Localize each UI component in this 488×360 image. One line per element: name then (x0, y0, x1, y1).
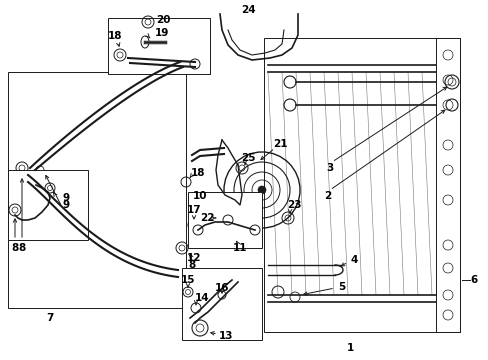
Bar (435, 38, 459, 332)
Text: 6: 6 (469, 275, 477, 285)
Text: 11: 11 (232, 243, 247, 253)
Text: 24: 24 (240, 5, 255, 15)
Text: 12: 12 (186, 253, 201, 263)
Text: 8: 8 (188, 260, 195, 270)
Bar (264, 38, 459, 332)
Bar (8, 170, 88, 240)
Text: 2: 2 (324, 191, 331, 201)
Text: 25: 25 (240, 153, 255, 163)
Text: 14: 14 (194, 293, 209, 303)
Text: 9: 9 (62, 200, 69, 210)
Text: 19: 19 (155, 28, 169, 38)
Text: 18: 18 (190, 168, 205, 178)
Bar (187, 192, 262, 248)
Text: 3: 3 (325, 163, 333, 173)
Text: 5: 5 (338, 282, 345, 292)
Text: 23: 23 (286, 200, 301, 210)
Text: 1: 1 (346, 343, 353, 353)
Text: 15: 15 (181, 275, 195, 285)
Bar (182, 268, 262, 340)
Text: 8: 8 (11, 243, 19, 253)
Text: 13: 13 (218, 331, 233, 341)
Text: 8: 8 (19, 243, 25, 253)
Circle shape (258, 186, 265, 194)
Text: 21: 21 (272, 139, 286, 149)
Text: 9: 9 (62, 193, 69, 203)
Text: 16: 16 (214, 283, 229, 293)
Text: 22: 22 (199, 213, 214, 223)
Bar (108, 18, 209, 74)
Text: 20: 20 (156, 15, 170, 25)
Text: 18: 18 (107, 31, 122, 41)
Text: 17: 17 (186, 205, 201, 215)
Bar (8, 72, 185, 308)
Text: 10: 10 (192, 191, 207, 201)
Text: 4: 4 (349, 255, 357, 265)
Text: 7: 7 (46, 313, 54, 323)
